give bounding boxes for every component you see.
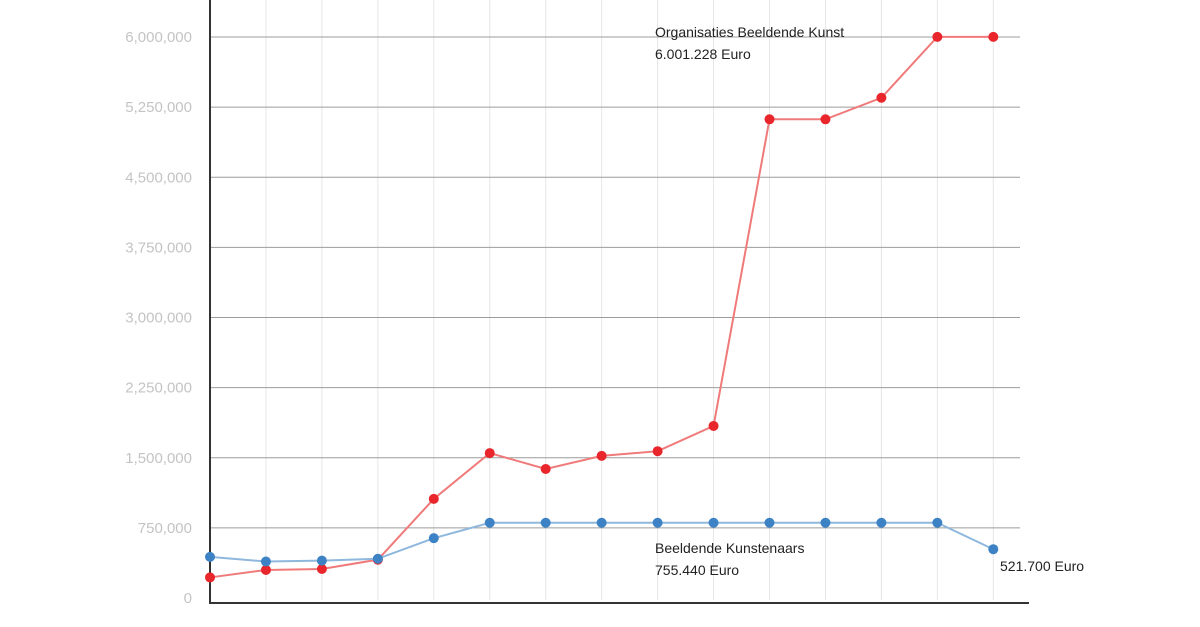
- y-tick-label: 750,000: [138, 520, 192, 537]
- y-tick-label: 6,000,000: [125, 29, 192, 46]
- kunstenaars-total-label: 755.440 Euro: [655, 562, 739, 578]
- kunstenaars-series-label: Beeldende Kunstenaars: [655, 540, 804, 556]
- data-point-organisaties: [316, 564, 327, 575]
- data-point-kunstenaars: [764, 517, 775, 528]
- y-tick-label: 3,000,000: [125, 310, 192, 327]
- y-tick-label: 2,250,000: [125, 380, 192, 397]
- data-point-organisaties: [932, 31, 943, 42]
- vertical-gridlines: [265, 0, 994, 600]
- y-tick-label: 5,250,000: [125, 99, 192, 116]
- data-point-kunstenaars: [876, 517, 887, 528]
- data-point-kunstenaars: [708, 517, 719, 528]
- data-point-organisaties: [820, 114, 831, 125]
- y-tick-label: 4,500,000: [125, 169, 192, 186]
- data-point-kunstenaars: [484, 517, 495, 528]
- organisaties-total-label: 6.001.228 Euro: [655, 46, 751, 62]
- data-point-organisaties: [540, 463, 551, 474]
- data-point-kunstenaars: [316, 555, 327, 566]
- data-point-organisaties: [764, 114, 775, 125]
- data-point-kunstenaars: [205, 551, 215, 562]
- organisaties-series-label: Organisaties Beeldende Kunst: [655, 24, 844, 40]
- horizontal-gridlines: [210, 36, 1020, 529]
- data-point-kunstenaars: [372, 553, 383, 564]
- data-point-kunstenaars: [988, 544, 999, 555]
- data-point-organisaties: [260, 564, 271, 575]
- data-point-kunstenaars: [540, 517, 551, 528]
- data-point-organisaties: [428, 493, 439, 504]
- data-point-organisaties: [708, 420, 719, 431]
- y-tick-label: 0: [184, 590, 192, 607]
- series-kunstenaars: [205, 517, 999, 567]
- y-tick-label: 3,750,000: [125, 239, 192, 256]
- data-point-kunstenaars: [652, 517, 663, 528]
- data-point-organisaties: [652, 446, 663, 457]
- final-value-label: 521.700 Euro: [1000, 558, 1084, 574]
- data-point-kunstenaars: [932, 517, 943, 528]
- data-point-kunstenaars: [820, 517, 831, 528]
- data-point-organisaties: [205, 572, 215, 583]
- data-point-kunstenaars: [596, 517, 607, 528]
- data-point-organisaties: [988, 31, 999, 42]
- y-tick-label: 1,500,000: [125, 450, 192, 467]
- y-axis-tick-labels: 0 750,000 1,500,000 2,250,000 3,000,000 3,750…: [125, 29, 192, 607]
- series-layer: [205, 31, 999, 583]
- data-point-organisaties: [876, 92, 887, 103]
- data-point-kunstenaars: [260, 556, 271, 567]
- data-point-organisaties: [484, 448, 495, 459]
- data-point-kunstenaars: [428, 533, 439, 544]
- data-point-organisaties: [596, 450, 607, 461]
